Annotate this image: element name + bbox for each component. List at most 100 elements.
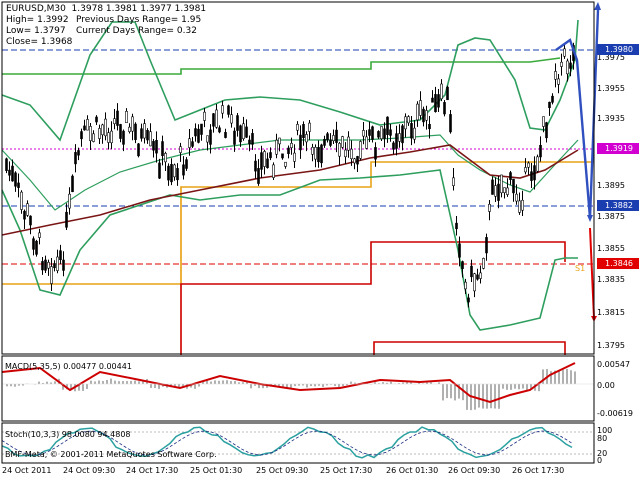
macd-bar [354, 382, 356, 384]
macd-bar [50, 382, 52, 384]
candle-body [464, 281, 467, 290]
macd-bar [374, 382, 376, 384]
candle-body [341, 136, 344, 148]
price-axis-label: 1.3835 [597, 275, 625, 284]
macd-bar [190, 384, 192, 388]
candle-body [110, 130, 113, 144]
macd-bar [338, 384, 340, 388]
candle-body [491, 179, 494, 195]
candle-body [41, 261, 44, 271]
macd-bar [490, 384, 492, 409]
macd-axis-bottom: -0.00619 [597, 409, 633, 418]
candle-body [437, 94, 440, 108]
candle-body [299, 134, 302, 151]
candle-body [116, 110, 119, 126]
candle-body [281, 153, 284, 159]
candle-body [350, 148, 353, 159]
candle-body [179, 146, 182, 153]
candle-body [191, 141, 194, 147]
macd-signal-line [1, 362, 576, 404]
candle-body [476, 274, 479, 280]
high-line: High= 1.3992 [6, 15, 69, 25]
macd-bar [406, 382, 408, 384]
macd-bar [306, 384, 308, 388]
candle-body [485, 237, 488, 254]
candle-body [20, 191, 23, 210]
macd-bar [310, 384, 312, 387]
time-axis-label: 26 Oct 09:30 [448, 466, 501, 475]
candle-body [536, 156, 539, 172]
candle-body [257, 168, 260, 184]
macd-bar [290, 384, 292, 388]
candle-body [44, 259, 47, 271]
candle-body [518, 200, 521, 213]
macd-bar [450, 384, 452, 399]
macd-bar [118, 381, 120, 384]
candle-body [56, 256, 59, 271]
macd-bar [82, 384, 84, 391]
macd-bar [194, 384, 196, 389]
macd-bar [282, 384, 284, 387]
macd-bar [106, 379, 108, 384]
candle-body [317, 147, 320, 163]
macd-bar [42, 382, 44, 384]
candle-body [101, 124, 104, 136]
candle-body [458, 243, 461, 258]
candle-body [131, 116, 134, 132]
bollinger-lower [1, 169, 578, 331]
macd-pane[interactable] [1, 362, 594, 411]
badge-1: 1.3980 [597, 44, 639, 55]
candle-body [260, 152, 263, 170]
price-axis-label: 1.3955 [597, 84, 625, 93]
macd-bar [102, 381, 104, 384]
candle-body [71, 175, 74, 193]
candle-body [461, 261, 464, 270]
candle-body [446, 86, 449, 101]
s1-label: S1 [575, 264, 586, 273]
candle-body [194, 128, 197, 137]
macd-bar [498, 384, 500, 409]
candle-body [158, 162, 161, 179]
macd-bar [522, 384, 524, 389]
macd-bar [430, 382, 432, 384]
forecast-line-red [589, 227, 595, 319]
price-pane[interactable] [1, 2, 601, 355]
macd-bar [90, 380, 92, 384]
candle-body [386, 116, 389, 135]
macd-bar [6, 384, 8, 387]
candle-body [38, 232, 41, 238]
candle-body [215, 109, 218, 128]
macd-bar [378, 383, 380, 384]
stoch-axis-0: 0 [597, 456, 603, 465]
macd-bar [126, 381, 128, 384]
low-line: Low= 1.3797 [6, 26, 66, 36]
macd-bar [258, 384, 260, 389]
candle-body [356, 156, 359, 165]
candle-body [467, 297, 470, 303]
macd-bar [86, 384, 88, 389]
price-pane-frame [1, 1, 595, 355]
resistance-line [180, 241, 566, 355]
candle-body [227, 105, 230, 115]
candle-body [134, 123, 137, 140]
candle-body [359, 141, 362, 159]
candle-body [347, 136, 350, 151]
macd-bar [530, 384, 532, 390]
candle-body [455, 222, 458, 230]
macd-bar [262, 384, 264, 389]
candle-body [431, 97, 434, 103]
candle-body [377, 131, 380, 138]
candle-body [305, 134, 308, 143]
macd-bar [486, 384, 488, 409]
candle-body [284, 161, 287, 167]
candle-body [113, 118, 116, 125]
macd-bar [334, 384, 336, 387]
candle-body [182, 164, 185, 176]
symbol-line: EURUSD,M30 1.3978 1.3981 1.3977 1.3981 [6, 4, 207, 14]
candle-body [296, 124, 299, 131]
macd-bar [506, 384, 508, 390]
candle-body [185, 159, 188, 169]
macd-bar [154, 384, 156, 388]
stoch-pane[interactable] [1, 426, 594, 459]
